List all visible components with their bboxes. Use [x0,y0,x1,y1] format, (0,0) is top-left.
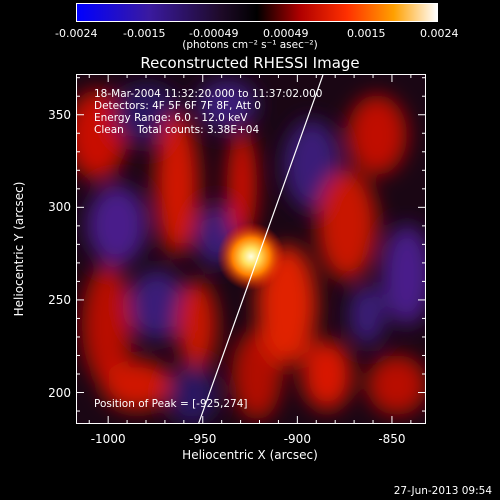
y-tick-label: 200 [48,385,71,400]
colorbar-tick: -0.00049 [189,27,239,40]
x-tick-label: -850 [378,432,406,446]
colorbar-units: (photons cm⁻² s⁻¹ asec⁻²) [182,39,318,51]
peak-source [217,222,286,291]
limb-line [198,75,324,423]
heatmap-image [77,75,425,423]
chart-title: Reconstructed RHESSI Image [140,54,360,72]
colorbar-tick: -0.0024 [55,27,98,40]
x-axis-label: Heliocentric X (arcsec) [182,448,318,462]
y-tick-label: 350 [48,107,71,122]
x-tick-label: -900 [283,432,311,446]
y-axis-label: Heliocentric Y (arcsec) [12,181,26,317]
annotation-time: 18-Mar-2004 11:32:20.000 to 11:37:02.000 [94,88,323,100]
y-tick-label: 300 [48,200,71,215]
annotation-detectors: Detectors: 4F 5F 6F 7F 8F, Att 0 [94,100,261,112]
image-plot: 18-Mar-2004 11:32:20.000 to 11:37:02.000… [76,74,426,424]
annotation-clean: Clean Total counts: 3.38E+04 [94,124,260,136]
colorbar-tick: 0.0024 [420,27,459,40]
x-tick-label: -1000 [90,432,126,446]
annotation-peak: Position of Peak = [-925,274] [94,398,248,410]
x-tick-label: -950 [189,432,217,446]
colorbar [76,3,438,22]
y-tick-label: 250 [48,292,71,307]
colorbar-tick: 0.00049 [263,27,309,40]
annotation-energy: Energy Range: 6.0 - 12.0 keV [94,112,248,124]
colorbar-tick: -0.0015 [123,27,166,40]
colorbar-tick: 0.0015 [347,27,386,40]
footer-timestamp: 27-Jun-2013 09:54 [393,485,492,497]
